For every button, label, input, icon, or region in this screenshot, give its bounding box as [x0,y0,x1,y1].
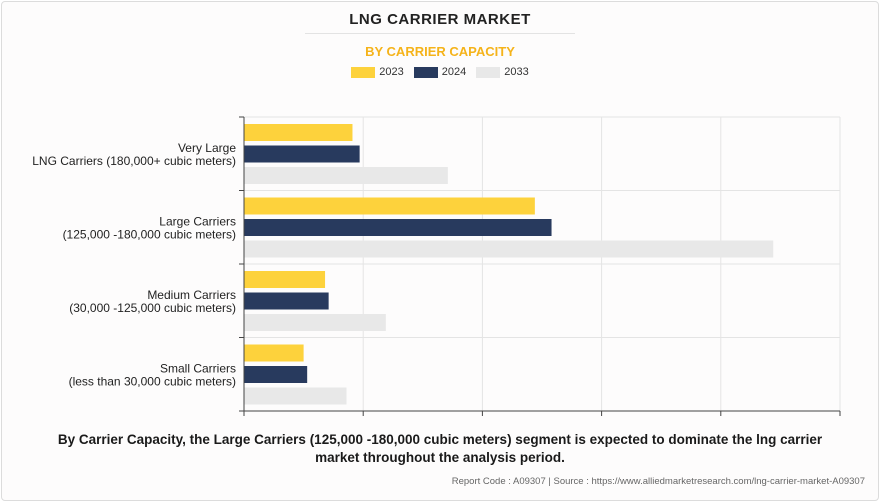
chart-title: LNG CARRIER MARKET [349,11,531,28]
legend-swatch [413,66,438,78]
category-label-line: Large Carriers [159,214,236,228]
bar-2033 [244,387,347,405]
bar-2024 [244,292,329,310]
category-label-line: Very Large [178,141,236,155]
legend-label: 2024 [441,66,467,78]
bar-2023 [244,124,353,141]
legend-item-2024[interactable]: 2024 [413,66,467,78]
category-label-line: (30,000 -125,000 cubic meters) [69,301,236,315]
summary-text: By Carrier Capacity, the Large Carriers … [20,431,860,467]
bar-2023 [244,271,326,288]
bar-2033 [244,240,774,258]
legend-item-2033[interactable]: 2033 [476,66,529,78]
legend-item-2023[interactable]: 2023 [351,66,404,78]
legend-label: 2023 [379,66,404,78]
legend-swatch [476,66,501,78]
summary-line-2: market throughout the analysis period. [315,450,565,465]
source-note: Report Code : A09307 | Source : https://… [451,476,865,487]
legend-swatch [351,66,376,78]
bar-2024 [244,366,308,383]
title-divider [305,33,575,34]
summary-line-1: By Carrier Capacity, the Large Carriers … [57,432,823,447]
bar-2023 [244,344,304,362]
category-label-line: Small Carriers [160,361,236,375]
category-label-line: Medium Carriers [147,288,236,302]
legend-label: 2033 [504,66,529,78]
chart-subtitle: BY CARRIER CAPACITY [365,44,515,59]
bar-2024 [244,219,552,236]
category-label: Medium Carriers (30,000 -125,000 cubic me… [69,288,236,315]
category-label-line: (125,000 -180,000 cubic meters) [63,227,236,241]
chart-legend: 2023 2024 2033 [0,66,880,78]
bar-2024 [244,145,360,163]
bar-chart: Very Large LNG Carriers (180,000+ cubic m… [32,116,841,416]
bar-2033 [244,167,448,184]
category-label: Very Large LNG Carriers (180,000+ cubic m… [32,141,236,168]
category-label: Small Carriers (less than 30,000 cubic me… [69,361,236,388]
bar-2023 [244,197,535,215]
category-label: Large Carriers (125,000 -180,000 cubic me… [63,214,236,241]
category-label-line: (less than 30,000 cubic meters) [69,374,236,388]
bar-2033 [244,314,386,331]
category-label-line: LNG Carriers (180,000+ cubic meters) [32,154,236,168]
